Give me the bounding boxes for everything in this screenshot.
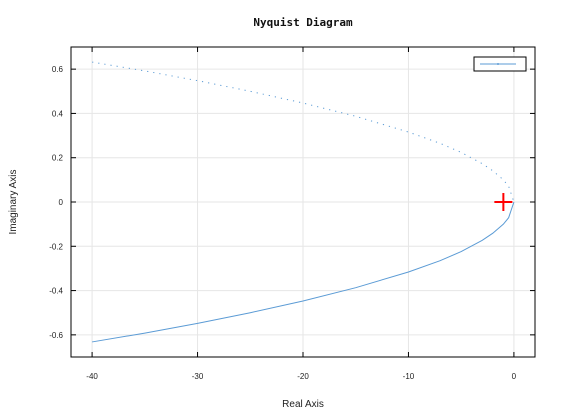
x-tick-label: -10 [403, 372, 415, 381]
x-tick-label: -30 [192, 372, 204, 381]
chart-title: Nyquist Diagram [253, 16, 353, 29]
x-tick-label: -40 [86, 372, 98, 381]
y-axis-label: Imaginary Axis [8, 169, 19, 234]
series-line-2 [92, 61, 515, 203]
y-tick-label: -0.6 [49, 331, 63, 340]
y-tick-label: -0.4 [49, 287, 63, 296]
x-tick-label: 0 [512, 372, 517, 381]
y-tick-label: -0.2 [49, 242, 63, 251]
x-axis-label: Real Axis [282, 399, 324, 410]
series-group [92, 61, 515, 343]
axis-ticks: -40 -30 -20 -10 0 -0.6 -0.4 -0.2 0 0.2 0.4 0.6 [49, 47, 535, 381]
legend-marker [497, 63, 499, 65]
x-tick-label: -20 [297, 372, 309, 381]
y-tick-label: 0.6 [52, 65, 64, 74]
legend [473, 56, 527, 72]
y-tick-label: 0 [59, 198, 64, 207]
series-line-1 [92, 201, 515, 343]
critical-point-marker [494, 193, 513, 211]
y-tick-label: 0.4 [52, 109, 64, 118]
grid [71, 47, 535, 357]
y-tick-label: 0.2 [52, 154, 64, 163]
